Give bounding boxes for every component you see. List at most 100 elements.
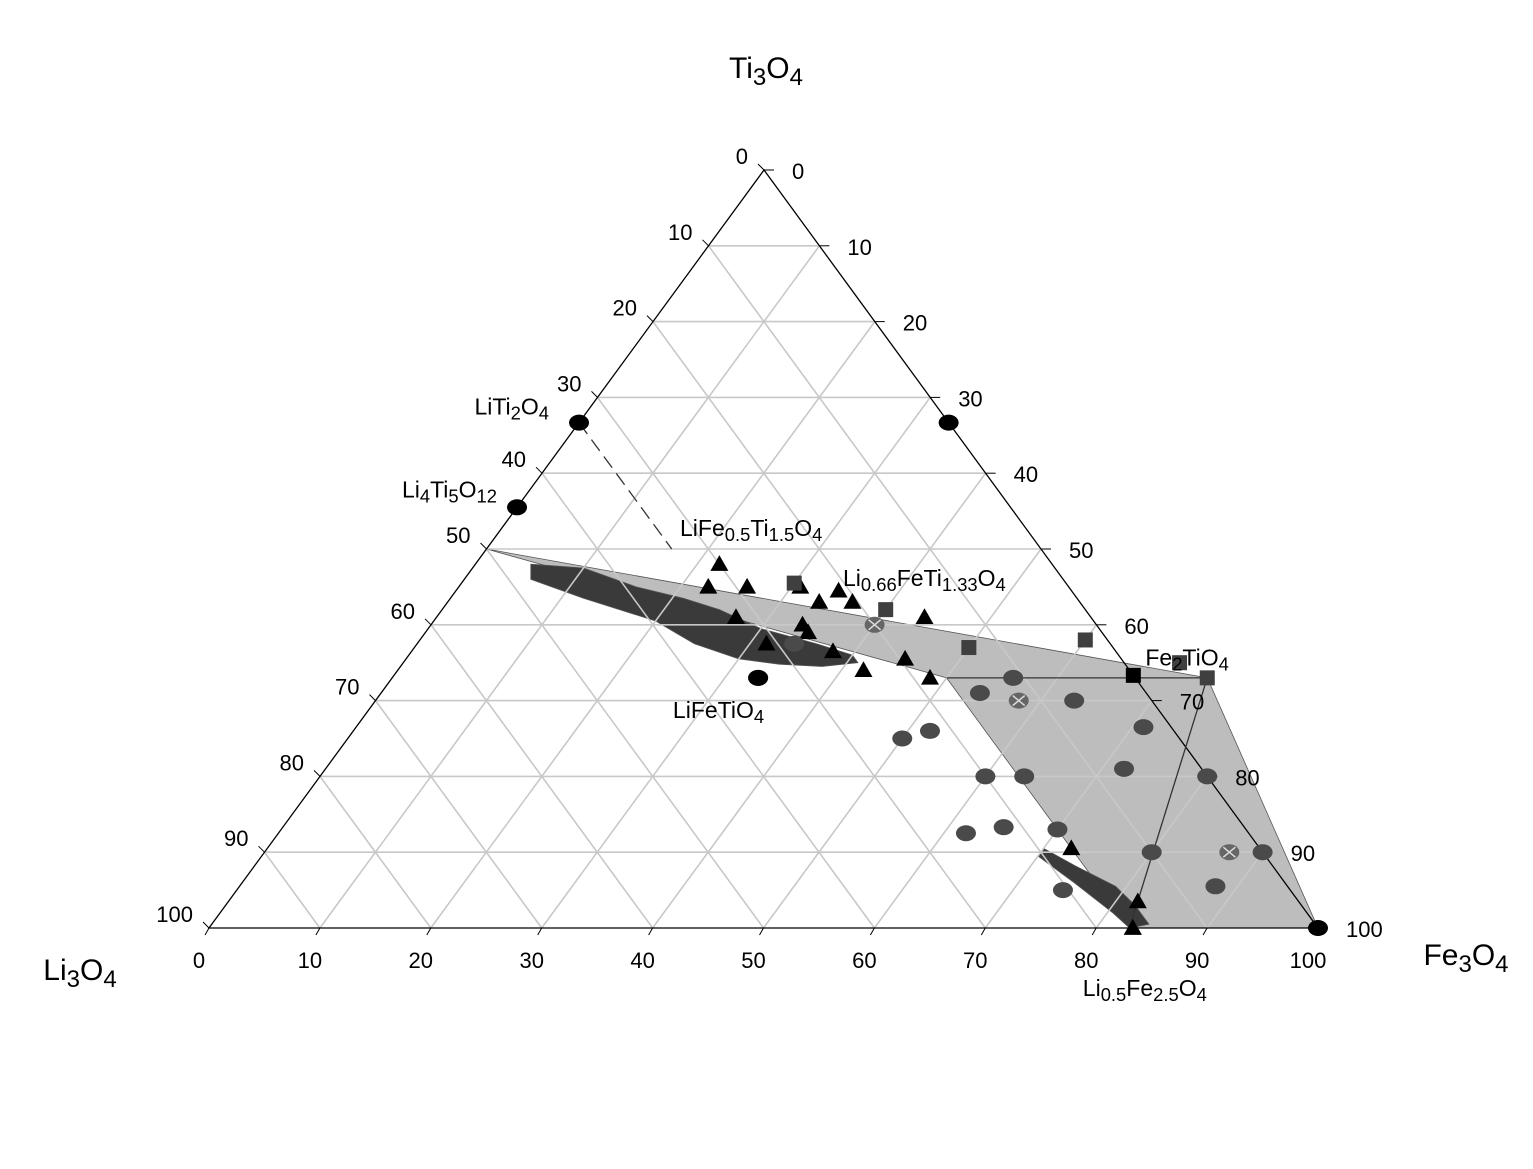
tick-label-left-10: 10 xyxy=(668,220,692,245)
series-0-point-11 xyxy=(757,634,776,651)
tick-bottom-20 xyxy=(426,927,432,936)
label-LiTi2O4: LiTi2O4 xyxy=(474,394,549,424)
tick-label-right-90: 10 xyxy=(847,235,871,260)
vertex-label-right: Fe3O4 xyxy=(1423,939,1508,978)
series-3-point-1 xyxy=(1008,692,1029,709)
tick-label-right-40: 60 xyxy=(1124,614,1148,639)
series-0-point-0 xyxy=(710,555,729,571)
series-2-point-12 xyxy=(1047,821,1068,838)
tick-label-right-70: 30 xyxy=(958,386,982,411)
tick-label-bottom-100: 100 xyxy=(1290,948,1327,973)
label-Li4Ti5O12: Li4Ti5O12 xyxy=(402,476,497,506)
gridline-fe-10 xyxy=(319,245,821,929)
tie-lines xyxy=(578,422,1208,929)
tick-label-left-30: 30 xyxy=(557,371,581,396)
tick-label-left-90: 90 xyxy=(224,826,248,851)
series-2-point-16 xyxy=(1052,882,1073,899)
series-0-point-7 xyxy=(915,608,934,624)
series-2-point-1 xyxy=(784,635,805,652)
series-0-point-14 xyxy=(854,661,873,678)
tick-bottom-40 xyxy=(648,927,654,936)
series-2-point-6 xyxy=(1114,760,1135,777)
gridline-li-70 xyxy=(374,700,543,929)
series-0-point-5 xyxy=(810,593,829,609)
tick-left-40 xyxy=(535,466,543,474)
tick-left-0 xyxy=(757,163,765,171)
tick-left-80 xyxy=(313,770,321,777)
series-1-point-4 xyxy=(1172,655,1188,671)
series-3-point-0 xyxy=(864,616,885,633)
gridline-li-90 xyxy=(263,851,321,929)
gridline-li-80 xyxy=(319,775,432,929)
grid-lines xyxy=(263,245,1264,929)
tick-label-left-80: 80 xyxy=(280,750,304,775)
series-2-point-11 xyxy=(955,825,976,842)
series-0-point-16 xyxy=(1062,839,1081,856)
tick-label-bottom-60: 60 xyxy=(852,948,876,973)
label-Fe2TiO4: Fe2TiO4 xyxy=(1145,644,1229,674)
tick-label-bottom-20: 20 xyxy=(409,948,433,973)
series-0-point-2 xyxy=(738,577,757,594)
series-0-point-6 xyxy=(843,593,862,609)
series-1-point-3 xyxy=(1077,632,1093,648)
compound-marker-LiTi2O4 xyxy=(569,414,590,431)
label-LiFe05Ti15O4: LiFe0.5Ti1.5O4 xyxy=(680,515,822,545)
compound-labels: LiTi2O4 Li4Ti5O12 LiFeTiO4 Fe2TiO4 Li0.5Fe2.… xyxy=(402,394,1229,1006)
label-Li066FeTi133O4: Li0.66FeTi1.33O4 xyxy=(843,565,1006,595)
tick-label-left-0: 0 xyxy=(736,144,748,169)
series-3-point-1-cross-b xyxy=(1012,695,1026,707)
tick-bottom-90 xyxy=(1202,927,1208,936)
compound-marker-top-right-marker xyxy=(938,414,959,431)
tick-label-right-30: 70 xyxy=(1180,690,1204,715)
tick-left-50 xyxy=(480,542,487,550)
tick-label-left-60: 60 xyxy=(391,599,415,624)
tick-label-left-50: 50 xyxy=(446,523,470,548)
series-0-point-13 xyxy=(896,649,915,666)
vertex-labels: Ti3O4 Li3O4 Fe3O4 xyxy=(43,52,1508,993)
vertex-label-top: Ti3O4 xyxy=(729,52,803,91)
series-2-point-2 xyxy=(969,685,990,702)
series-1-point-1 xyxy=(878,602,894,618)
tick-bottom-50 xyxy=(759,927,764,936)
tick-label-right-10: 90 xyxy=(1291,841,1315,866)
series-0-point-17 xyxy=(1128,892,1147,909)
tick-left-100 xyxy=(202,921,210,929)
tick-label-bottom-30: 30 xyxy=(519,948,543,973)
axis-ticks: 0100010901020802030703040604050505060406… xyxy=(156,144,1382,973)
compound-marker-LiFeTiO4 xyxy=(748,669,769,686)
series-0-point-15 xyxy=(921,668,940,685)
series-2-point-9 xyxy=(1014,768,1035,785)
label-LiFeTiO4: LiFeTiO4 xyxy=(673,697,764,727)
series-1-point-2 xyxy=(961,640,977,656)
tick-label-bottom-0: 0 xyxy=(193,948,205,973)
tick-label-right-100: 0 xyxy=(792,159,804,184)
gridline-li-60 xyxy=(430,624,654,929)
data-points xyxy=(507,414,1328,936)
series-2-point-4 xyxy=(1064,692,1085,709)
series-0-point-4 xyxy=(829,581,848,598)
tick-left-60 xyxy=(424,618,432,626)
series-2-point-8 xyxy=(892,730,913,747)
series-2-point-13 xyxy=(1141,844,1162,861)
tick-bottom-60 xyxy=(869,927,875,936)
series-2-point-17 xyxy=(993,819,1014,836)
tick-left-70 xyxy=(369,694,376,701)
vertex-label-left: Li3O4 xyxy=(43,954,116,993)
tick-label-left-40: 40 xyxy=(502,447,526,472)
series-3-point-2-cross-b xyxy=(1222,846,1236,858)
label-Li05Fe25O4: Li0.5Fe2.5O4 xyxy=(1083,975,1207,1005)
tick-left-90 xyxy=(258,845,265,853)
series-0-point-1 xyxy=(699,577,718,594)
tick-label-bottom-40: 40 xyxy=(630,948,654,973)
gridline-fe-70 xyxy=(984,700,1153,929)
series-2-point-5 xyxy=(1133,719,1154,736)
gridline-li-30 xyxy=(596,396,986,929)
series-2-point-15 xyxy=(1205,878,1226,895)
series-0-point-8 xyxy=(726,608,745,624)
series-2-point-3 xyxy=(1003,669,1024,686)
tie-line-0 xyxy=(578,422,673,550)
compound-marker-Fe2TiO4 xyxy=(1125,667,1141,683)
tick-label-right-60: 40 xyxy=(1014,462,1038,487)
series-3-point-2 xyxy=(1219,844,1240,861)
tick-label-bottom-70: 70 xyxy=(963,948,987,973)
